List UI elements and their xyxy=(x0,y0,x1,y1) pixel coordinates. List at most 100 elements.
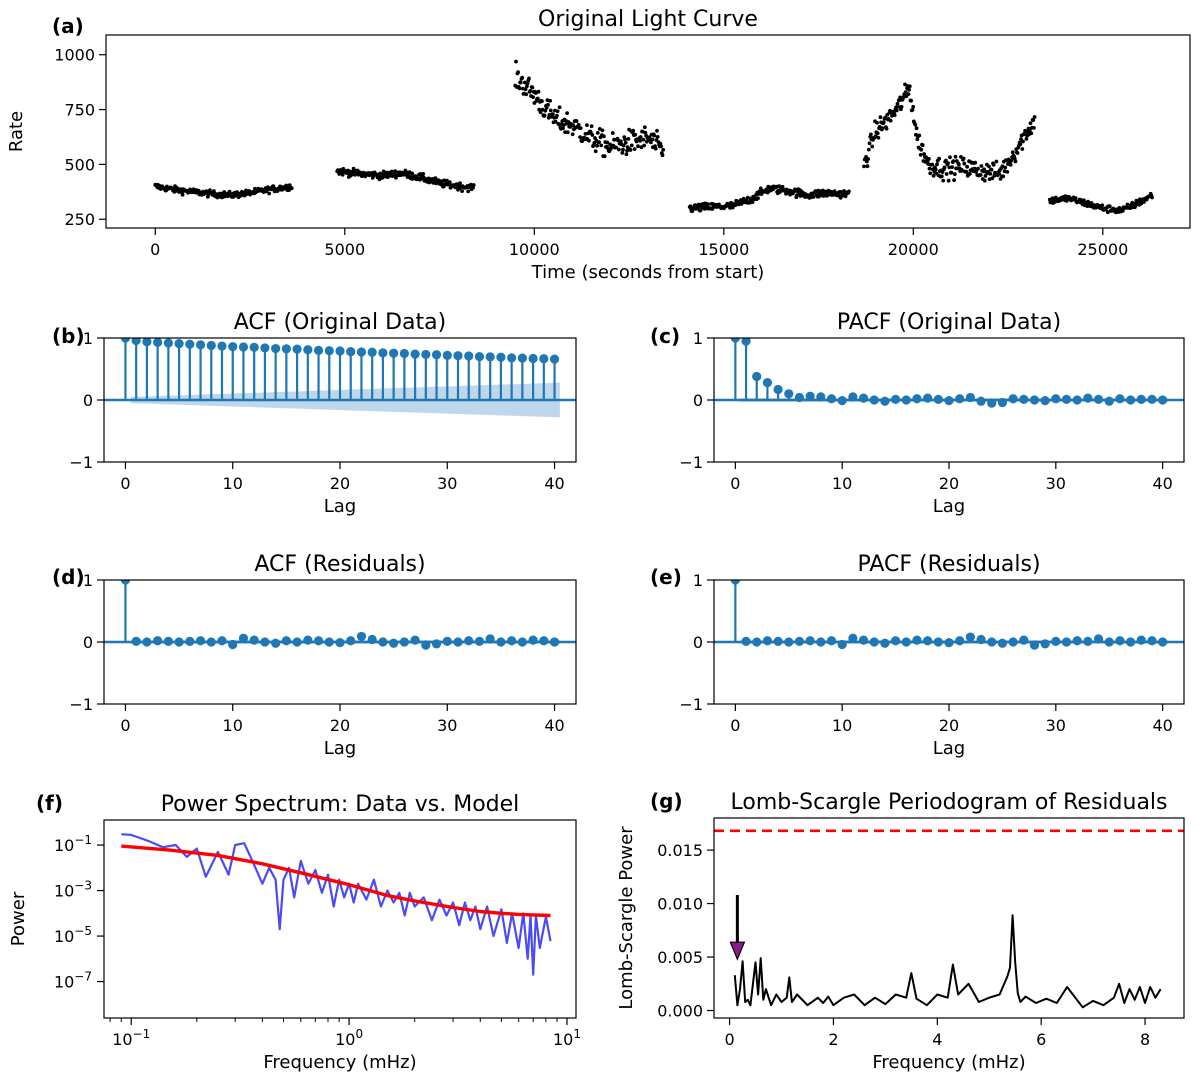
y-tick-label: 750 xyxy=(64,101,95,120)
stem-marker xyxy=(955,394,965,404)
data-point xyxy=(745,195,750,200)
y-tick-label: 10−5 xyxy=(54,924,92,946)
data-point xyxy=(1029,131,1034,136)
data-point xyxy=(758,186,763,191)
data-point xyxy=(548,98,552,103)
data-point xyxy=(621,147,625,152)
data-point xyxy=(555,109,560,114)
data-point xyxy=(948,155,952,160)
data-point xyxy=(1024,137,1029,141)
stem-marker xyxy=(496,352,506,362)
stem-marker xyxy=(549,354,560,364)
data-point xyxy=(899,104,904,109)
stem-marker xyxy=(442,636,452,646)
data-point xyxy=(909,98,913,103)
y-tick-label: −1 xyxy=(679,695,703,714)
data-point xyxy=(653,146,658,151)
data-point xyxy=(289,186,294,191)
data-point xyxy=(445,178,449,183)
data-point xyxy=(619,139,623,144)
stem-marker xyxy=(1093,394,1104,404)
stem-marker xyxy=(976,396,986,406)
stem-marker xyxy=(174,338,184,349)
data-point xyxy=(600,128,605,133)
x-tick-label: 0 xyxy=(120,716,130,735)
series-line-model xyxy=(121,844,551,918)
chart-title: Power Spectrum: Data vs. Model xyxy=(161,792,520,817)
data-point xyxy=(527,76,531,81)
data-point xyxy=(1015,151,1020,155)
x-tick-label: 4 xyxy=(932,1030,942,1049)
data-point xyxy=(888,118,893,123)
stem-marker xyxy=(195,636,206,646)
data-point xyxy=(655,128,659,133)
data-point xyxy=(688,204,693,209)
data-point xyxy=(706,202,710,207)
data-point xyxy=(978,173,983,177)
stem-marker xyxy=(292,344,302,354)
stem-marker xyxy=(442,350,452,360)
panel-f: 10−1 100 101 10−1 10−3 10−5 10−7 Power Spectrum… xyxy=(8,791,581,1073)
data-point xyxy=(756,196,760,201)
data-point xyxy=(652,133,657,138)
stem-marker xyxy=(1019,394,1029,404)
panel-e: 0 10 20 30 40 −1 0 1 PACF (Residuals) (e) Lag xyxy=(650,552,1185,759)
stem-marker xyxy=(773,384,783,395)
x-axis-label: Frequency (mHz) xyxy=(263,1052,416,1073)
stem-marker xyxy=(549,637,560,647)
stem-marker xyxy=(955,636,965,646)
stem-marker xyxy=(901,395,911,405)
data-point xyxy=(994,159,999,164)
panel-d: 0 10 20 30 40 −1 0 1 ACF (Residuals) (d) Lag xyxy=(52,552,577,759)
data-point xyxy=(544,105,549,110)
x-tick-label: 30 xyxy=(1046,716,1066,735)
data-point xyxy=(578,135,582,140)
data-point xyxy=(946,161,950,166)
data-point xyxy=(867,141,872,146)
x-tick-label: 100 xyxy=(335,1027,363,1049)
data-point xyxy=(602,154,607,159)
stem-marker xyxy=(485,352,495,362)
data-point xyxy=(1020,147,1025,151)
y-tick-label: 0.000 xyxy=(657,1002,703,1021)
data-point xyxy=(518,80,523,85)
stem-marker xyxy=(356,347,367,357)
x-tick-label: 30 xyxy=(437,474,457,493)
stem-marker xyxy=(1051,636,1061,646)
data-point xyxy=(623,140,628,145)
data-point xyxy=(632,147,637,152)
x-axis-label: Lag xyxy=(933,738,965,759)
stem-marker xyxy=(1008,394,1018,404)
data-point xyxy=(638,139,642,143)
series-line-data xyxy=(121,833,552,976)
plot-area-b xyxy=(104,338,576,418)
y-tick-label: 10−1 xyxy=(54,833,92,855)
data-point xyxy=(471,183,476,187)
stem-marker xyxy=(1040,396,1050,406)
data-point xyxy=(433,176,438,181)
data-point xyxy=(907,87,911,92)
stem-marker xyxy=(228,639,238,650)
data-point xyxy=(1073,196,1078,201)
data-point xyxy=(638,135,643,139)
data-point xyxy=(873,134,878,139)
data-point xyxy=(862,164,866,169)
stem-marker xyxy=(880,396,890,406)
data-point xyxy=(557,122,561,127)
stem-marker xyxy=(507,636,517,646)
data-point xyxy=(543,108,548,113)
stem-marker xyxy=(517,637,527,647)
data-point xyxy=(623,137,627,142)
stem-marker xyxy=(965,392,975,403)
data-point xyxy=(531,95,535,99)
y-tick-label: 10−7 xyxy=(54,970,92,992)
data-point xyxy=(991,162,996,167)
stem-marker xyxy=(933,394,943,404)
y-tick-label: 1 xyxy=(693,571,703,590)
data-point xyxy=(565,130,570,135)
data-point xyxy=(447,180,452,185)
data-point xyxy=(1010,150,1015,155)
data-point xyxy=(538,110,543,114)
data-point xyxy=(918,153,923,157)
data-point xyxy=(1018,142,1023,147)
